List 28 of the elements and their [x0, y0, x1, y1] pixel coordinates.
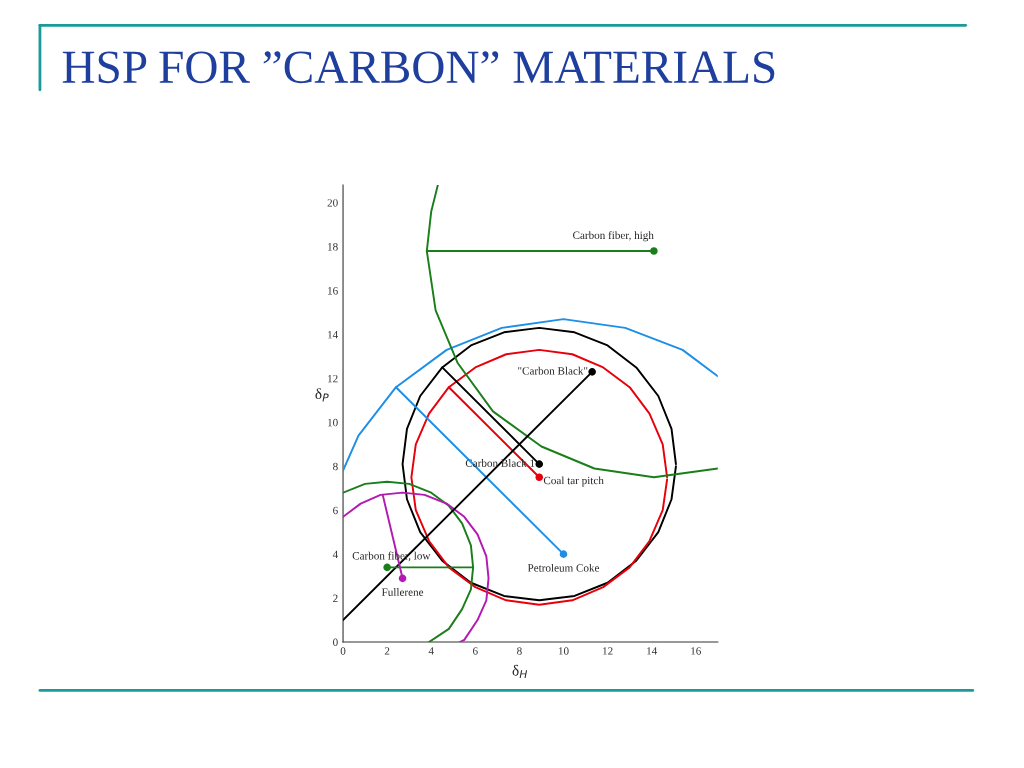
series-label: Fullerene: [381, 588, 424, 596]
y-tick-label: 4: [332, 550, 339, 559]
x-tick-label: 14: [647, 647, 658, 655]
y-tick-label: 10: [328, 418, 338, 427]
y-tick-label: 20: [327, 199, 338, 207]
x-tick-label: 10: [558, 647, 569, 655]
y-tick-label: 0: [333, 638, 338, 647]
y-tick-label: 16: [328, 287, 338, 295]
y-tick-label: 2: [333, 594, 338, 602]
x-tick-label: 4: [428, 647, 434, 655]
series-label: "Carbon Black": [518, 366, 588, 375]
series-label: Carbon fiber, high: [573, 231, 654, 242]
series-label: Coal tar pitch: [543, 476, 604, 487]
y-tick-label: 14: [328, 331, 339, 339]
x-tick-label: 12: [603, 647, 613, 655]
y-tick-label: 8: [333, 462, 338, 471]
y-tick-label: 6: [333, 506, 338, 515]
y-axis-title: δ$_{P}$: [315, 388, 329, 402]
x-axis-title: δ$_{H}$: [512, 664, 528, 678]
y-tick-label: 18: [328, 243, 338, 251]
x-tick-label: 2: [384, 647, 390, 655]
x-tick-label: 0: [340, 647, 346, 655]
x-tick-label: 6: [473, 647, 478, 655]
x-tick-label: 8: [517, 647, 522, 655]
y-tick-label: 12: [328, 374, 338, 383]
series-label: Petroleum Coke: [527, 563, 600, 572]
x-tick-label: 16: [691, 647, 701, 655]
chart-title: HSP FOR ”CARBON” MATERIALS: [62, 51, 775, 84]
